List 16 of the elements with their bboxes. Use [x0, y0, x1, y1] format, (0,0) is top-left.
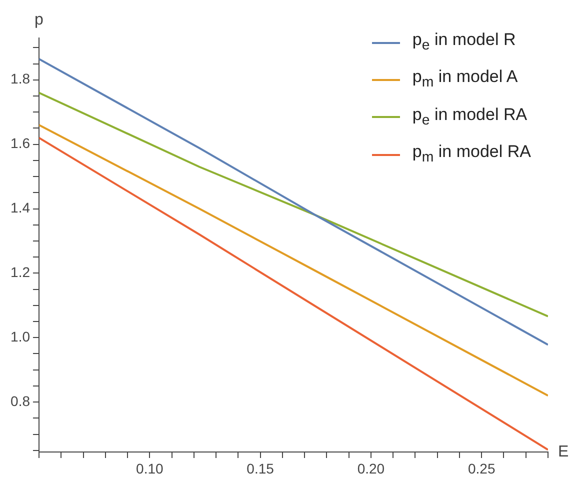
y-tick-label: 1.2	[10, 264, 30, 280]
y-tick-label: 1.4	[10, 200, 30, 216]
x-tick-label: 0.20	[357, 460, 385, 476]
x-tick-label: 0.25	[468, 460, 496, 476]
y-tick-label: 1.6	[10, 135, 30, 152]
x-tick-label: 0.15	[246, 460, 274, 476]
x-tick-label: 0.10	[136, 460, 164, 476]
legend-label: p$_{e}$ in model RA	[412, 104, 528, 130]
y-tick-label: 1.0	[10, 328, 30, 344]
x-axis-title: E	[558, 443, 569, 460]
y-tick-label: 0.8	[10, 392, 30, 409]
y-axis-title: p	[34, 11, 44, 28]
legend-label: p$_{m}$ in model RA	[412, 141, 531, 168]
y-tick-label: 1.8	[10, 70, 30, 87]
legend-label: p$_{m}$ in model A	[412, 66, 518, 93]
legend-label: p$_{e}$ in model R	[412, 29, 516, 56]
